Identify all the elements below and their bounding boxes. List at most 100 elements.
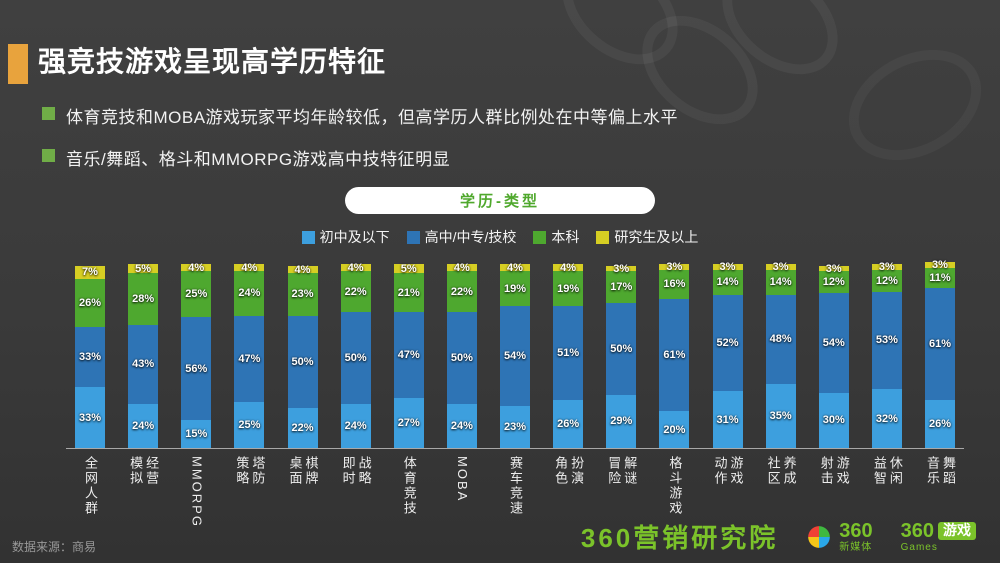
bar-segment: 3% xyxy=(659,260,690,273)
bar-value-label: 24% xyxy=(132,419,155,432)
bar-value-label: 31% xyxy=(716,413,739,426)
bar-segment: 51% xyxy=(553,306,584,401)
bar-value-label: 32% xyxy=(875,412,898,425)
bar-value-label: 3% xyxy=(878,260,895,273)
bar-value-label: 19% xyxy=(557,282,580,295)
bar-segment: 4% xyxy=(553,261,584,274)
bar-stack: 4% 19% 54% 23% xyxy=(500,262,530,448)
bar-segment: 24% xyxy=(446,403,477,448)
bar-segment: 5% xyxy=(128,263,159,275)
bar-segment: 52% xyxy=(712,295,743,391)
category-label: 策略 塔防 xyxy=(234,456,266,486)
brand-games-sub: Games xyxy=(900,542,938,553)
bar-value-label: 30% xyxy=(822,414,845,427)
bar-value-label: 50% xyxy=(291,355,314,368)
bar-value-label: 43% xyxy=(132,358,155,371)
bar-value-label: 4% xyxy=(188,261,205,274)
bar-segment: 4% xyxy=(181,261,212,274)
bar-segment: 4% xyxy=(446,261,477,274)
bar-segment: 26% xyxy=(75,278,105,327)
bar-column: 3% 14% 48% 35% xyxy=(757,260,805,448)
bar-value-label: 3% xyxy=(772,260,789,273)
bar-value-label: 50% xyxy=(610,342,633,355)
bar-column: 3% 14% 52% 31% xyxy=(704,261,752,448)
bar-value-label: 20% xyxy=(663,423,686,436)
category-label: 即时 战略 xyxy=(340,456,372,486)
bar-segment: 5% xyxy=(393,262,424,275)
brand-media-text: 360 新媒体 xyxy=(839,520,872,553)
bar-value-label: 5% xyxy=(400,262,417,275)
category-label: 模拟 经营 xyxy=(128,456,160,486)
brand-media-name: 360 xyxy=(839,520,873,542)
brand-media-sub: 新媒体 xyxy=(839,542,873,553)
bar-stack: 4% 19% 51% 26% xyxy=(553,261,584,448)
bar-stack: 5% 28% 43% 24% xyxy=(128,263,159,448)
bar-value-label: 54% xyxy=(503,350,527,362)
bar-value-label: 3% xyxy=(666,260,683,273)
page-title: 强竞技游戏呈现高学历特征 xyxy=(38,46,387,77)
legend-item: 研究生及以上 xyxy=(596,227,698,247)
bar-value-label: 47% xyxy=(397,349,420,362)
category-label: 格斗游戏 xyxy=(667,456,683,516)
bar-segment: 12% xyxy=(818,271,849,294)
bar-column: 3% 17% 50% 29% xyxy=(597,262,645,448)
bar-column: 4% 22% 50% 24% xyxy=(438,261,486,448)
bar-segment: 3% xyxy=(818,262,849,275)
bar-value-label: 26% xyxy=(557,418,580,431)
bar-segment: 3% xyxy=(606,262,637,275)
bar-stack: 4% 22% 50% 24% xyxy=(446,261,477,448)
bar-segment: 11% xyxy=(925,267,955,289)
legend-item: 初中及以下 xyxy=(301,227,390,247)
bar-value-label: 23% xyxy=(291,288,314,301)
bar-segment: 4% xyxy=(340,262,371,274)
bar-stack: 3% 17% 50% 29% xyxy=(606,262,637,448)
category-label: 动作 游戏 xyxy=(712,456,744,486)
bar-value-label: 50% xyxy=(450,351,473,364)
bar-segment: 48% xyxy=(765,295,796,384)
category-label: 音乐 舞蹈 xyxy=(925,456,956,486)
bar-stack: 7% 26% 33% 33% xyxy=(75,265,105,448)
bar-segment: 4% xyxy=(234,262,265,274)
brand-games-badge: 游戏 xyxy=(938,522,976,540)
bar-segment: 14% xyxy=(712,269,743,296)
bar-value-label: 3% xyxy=(613,262,630,275)
bar-segment: 47% xyxy=(234,315,265,402)
bar-column: 3% 12% 53% 32% xyxy=(863,260,911,448)
footer-brands: 360营销研究院 360 新媒体 360 游戏 Games xyxy=(581,518,976,555)
bar-value-label: 4% xyxy=(453,261,470,274)
chart: 7% 26% 33% 33% 5% 28% 43% 24% 4% 25% 56% 15% 4% 24% 47… xyxy=(66,254,964,563)
bar-value-label: 3% xyxy=(825,262,842,275)
bar-stack: 4% 22% 50% 24% xyxy=(340,262,371,448)
legend-label: 初中及以下 xyxy=(319,229,390,245)
bar-value-label: 52% xyxy=(716,337,739,350)
bar-column: 3% 11% 61% 26% xyxy=(916,259,964,448)
bar-column: 4% 19% 54% 23% xyxy=(491,262,539,448)
title-accent-bar xyxy=(8,44,28,84)
legend-label: 本科 xyxy=(551,229,580,245)
bar-segment: 54% xyxy=(818,293,849,393)
bar-stack: 5% 21% 47% 27% xyxy=(393,262,424,448)
bar-value-label: 7% xyxy=(82,266,98,279)
bar-segment: 14% xyxy=(765,269,796,296)
bar-value-label: 26% xyxy=(928,418,952,431)
bar-value-label: 24% xyxy=(450,419,473,432)
bar-value-label: 16% xyxy=(663,278,686,291)
bar-value-label: 19% xyxy=(503,282,527,295)
bar-value-label: 12% xyxy=(822,276,845,289)
bullet-text: 体育竞技和MOBA游戏玩家平均年龄较低，但高学历人群比例处在中等偏上水平 xyxy=(66,108,679,127)
bar-value-label: 12% xyxy=(875,274,898,287)
bar-value-label: 3% xyxy=(932,259,948,272)
bar-column: 5% 28% 43% 24% xyxy=(119,263,167,448)
bar-value-label: 28% xyxy=(132,292,155,305)
bar-segment: 47% xyxy=(393,311,424,399)
bar-value-label: 4% xyxy=(560,261,577,274)
legend-swatch-icon xyxy=(596,230,610,244)
bar-segment: 33% xyxy=(75,387,105,448)
bar-segment: 25% xyxy=(234,402,265,448)
bar-column: 5% 21% 47% 27% xyxy=(385,262,433,448)
bar-column: 4% 23% 50% 22% xyxy=(279,264,327,448)
bar-value-label: 33% xyxy=(78,411,102,424)
bar-segment: 50% xyxy=(606,302,637,395)
bullet-list: 体育竞技和MOBA游戏玩家平均年龄较低，但高学历人群比例处在中等偏上水平 音乐/… xyxy=(42,103,678,187)
